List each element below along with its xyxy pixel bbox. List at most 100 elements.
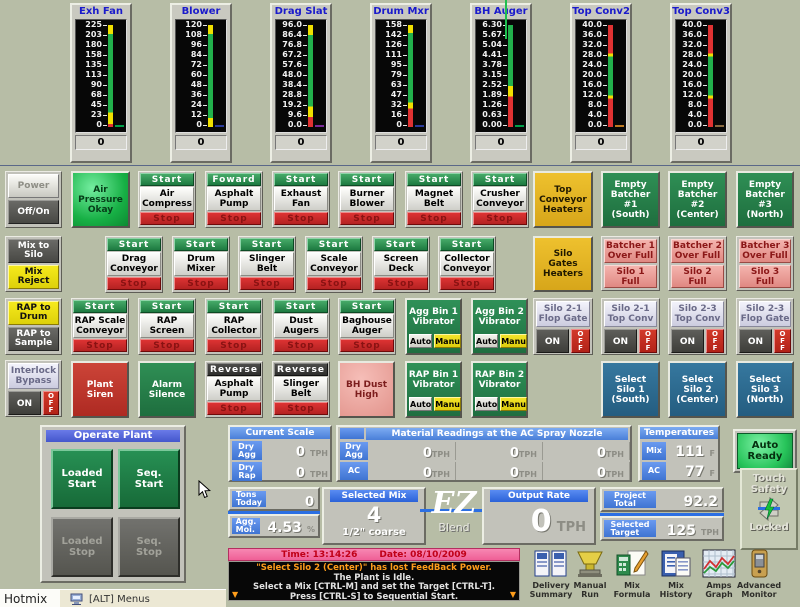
vibrator-manu-button[interactable]: Manu bbox=[500, 397, 527, 411]
interlock-off-button[interactable]: O F F bbox=[43, 391, 59, 415]
vibrator-manu-button[interactable]: Manu bbox=[434, 397, 461, 411]
empty-batcher-2-button[interactable]: Empty Batcher #2 (Center) bbox=[668, 171, 727, 228]
gate-off-button[interactable]: O F F bbox=[571, 329, 590, 353]
select-silo-3-button[interactable]: Select Silo 3 (North) bbox=[736, 361, 794, 418]
stop-button[interactable]: Stop bbox=[340, 339, 394, 352]
start-button[interactable]: Foward bbox=[207, 173, 261, 186]
vibrator-manu-button[interactable]: Manu bbox=[500, 334, 527, 348]
start-button[interactable]: Start bbox=[207, 300, 261, 313]
gate-on-button[interactable]: ON bbox=[671, 329, 704, 353]
stop-button[interactable]: Stop bbox=[107, 277, 161, 290]
start-button[interactable]: Start bbox=[73, 300, 127, 313]
gate-off-button[interactable]: O F F bbox=[706, 329, 724, 353]
alarm-silence-button[interactable]: Alarm Silence bbox=[138, 361, 196, 418]
mix-temp-chip: Mix bbox=[642, 442, 666, 460]
stop-button[interactable]: Stop bbox=[340, 212, 394, 225]
gate-on-button[interactable]: ON bbox=[604, 329, 637, 353]
stop-button[interactable]: Stop bbox=[174, 277, 228, 290]
power-button[interactable]: Power bbox=[8, 174, 59, 198]
stop-button[interactable]: Stop bbox=[207, 402, 261, 415]
vibrator-auto-button[interactable]: Auto bbox=[475, 334, 499, 348]
start-button[interactable]: Start bbox=[174, 238, 228, 251]
stop-button[interactable]: Stop bbox=[207, 212, 261, 225]
interlock-on-button[interactable]: ON bbox=[8, 391, 41, 415]
seq-stop-button[interactable]: Seq. Stop bbox=[118, 517, 180, 577]
empty-batcher-3-button[interactable]: Empty Batcher #3 (North) bbox=[736, 171, 794, 228]
temperatures-title: Temperatures bbox=[640, 427, 718, 439]
loaded-stop-button[interactable]: Loaded Stop bbox=[51, 517, 113, 577]
delivery-summary-icon[interactable] bbox=[534, 549, 568, 579]
agg-moisture-panel: Agg. Moi. 4.53 % bbox=[228, 514, 320, 538]
advanced-monitor-icon[interactable] bbox=[742, 549, 776, 579]
select-silo-1-button[interactable]: Select Silo 1 (South) bbox=[601, 361, 660, 418]
start-button[interactable]: Start bbox=[340, 173, 394, 186]
amps-graph-icon[interactable] bbox=[702, 549, 736, 579]
empty-batcher-1-button[interactable]: Empty Batcher #1 (South) bbox=[601, 171, 660, 228]
scroll-down-arrow-right[interactable]: ▼ bbox=[509, 590, 516, 599]
loaded-start-button[interactable]: Loaded Start bbox=[51, 449, 113, 509]
stop-button[interactable]: Stop bbox=[274, 339, 328, 352]
plant-siren-button[interactable]: Plant Siren bbox=[71, 361, 129, 418]
start-button[interactable]: Start bbox=[374, 238, 428, 251]
stop-button[interactable]: Stop bbox=[407, 212, 461, 225]
stop-button[interactable]: Stop bbox=[274, 212, 328, 225]
seq-start-button[interactable]: Seq. Start bbox=[118, 449, 180, 509]
top-conveyor-heaters-button[interactable]: Top Conveyor Heaters bbox=[533, 171, 593, 228]
gate-on-button[interactable]: ON bbox=[739, 329, 772, 353]
stop-button[interactable]: Stop bbox=[374, 277, 428, 290]
gauge-tick-mark bbox=[703, 55, 707, 56]
stop-button[interactable]: Stop bbox=[73, 339, 127, 352]
motor-magnet-belt: Start Magnet Belt Stop bbox=[405, 171, 463, 228]
gauge-setpoint-marker bbox=[215, 125, 224, 127]
stop-button[interactable]: Stop bbox=[274, 402, 328, 415]
gauge-tick-label: 126 bbox=[385, 40, 402, 49]
start-button[interactable]: Start bbox=[274, 300, 328, 313]
start-button[interactable]: Start bbox=[440, 238, 494, 251]
mix-history-icon[interactable] bbox=[659, 549, 693, 579]
start-button[interactable]: Start bbox=[473, 173, 527, 186]
gauge-title: Exh Fan bbox=[79, 6, 123, 17]
gate-off-button[interactable]: O F F bbox=[639, 329, 657, 353]
mix-to-silo-button[interactable]: Mix to Silo bbox=[8, 239, 59, 263]
reverse-button[interactable]: Reverse bbox=[274, 363, 328, 376]
start-button[interactable]: Start bbox=[407, 173, 461, 186]
gauge-tick-label: 16.0 bbox=[682, 80, 702, 89]
gauge-tick-mark bbox=[303, 35, 307, 36]
start-button[interactable]: Start bbox=[274, 173, 328, 186]
stop-button[interactable]: Stop bbox=[307, 277, 361, 290]
vibrator-auto-button[interactable]: Auto bbox=[409, 397, 433, 411]
start-button[interactable]: Start bbox=[140, 300, 194, 313]
manual-run-icon[interactable] bbox=[573, 549, 607, 579]
alt-menus-button[interactable]: [ALT] Menus bbox=[89, 593, 150, 605]
scroll-down-arrow-left[interactable]: ▼ bbox=[232, 590, 239, 599]
rap-to-drum-button[interactable]: RAP to Drum bbox=[8, 301, 59, 325]
stop-button[interactable]: Stop bbox=[440, 277, 494, 290]
start-button[interactable]: Start bbox=[240, 238, 294, 251]
gate-off-button[interactable]: O F F bbox=[774, 329, 791, 353]
vibrator-auto-button[interactable]: Auto bbox=[475, 397, 499, 411]
motor-label: Baghouse Auger bbox=[340, 314, 394, 338]
vibrator-manu-button[interactable]: Manu bbox=[434, 334, 461, 348]
gate-on-button[interactable]: ON bbox=[536, 329, 569, 353]
auto-ready-button[interactable]: Auto Ready bbox=[737, 433, 793, 469]
rap-to-sample-button[interactable]: RAP to Sample bbox=[8, 327, 59, 351]
stop-button[interactable]: Stop bbox=[207, 339, 261, 352]
touch-safety-lock-icon[interactable] bbox=[742, 496, 796, 522]
reverse-button[interactable]: Reverse bbox=[207, 363, 261, 376]
mix-reject-button[interactable]: Mix Reject bbox=[8, 265, 59, 289]
start-button[interactable]: Start bbox=[140, 173, 194, 186]
start-button[interactable]: Start bbox=[107, 238, 161, 251]
stop-button[interactable]: Stop bbox=[140, 339, 194, 352]
start-button[interactable]: Start bbox=[307, 238, 361, 251]
off-on-button[interactable]: Off/On bbox=[8, 200, 59, 224]
vibrator-auto-button[interactable]: Auto bbox=[409, 334, 433, 348]
silo-gates-heaters-button[interactable]: Silo Gates Heaters bbox=[533, 236, 593, 292]
start-button[interactable]: Start bbox=[340, 300, 394, 313]
mix-formula-icon[interactable] bbox=[615, 549, 649, 579]
tons-today-value: 0 bbox=[304, 495, 314, 510]
stop-button[interactable]: Stop bbox=[473, 212, 527, 225]
select-silo-2-button[interactable]: Select Silo 2 (Center) bbox=[668, 361, 727, 418]
gauge-tick-label: 20.0 bbox=[682, 70, 702, 79]
stop-button[interactable]: Stop bbox=[240, 277, 294, 290]
stop-button[interactable]: Stop bbox=[140, 212, 194, 225]
